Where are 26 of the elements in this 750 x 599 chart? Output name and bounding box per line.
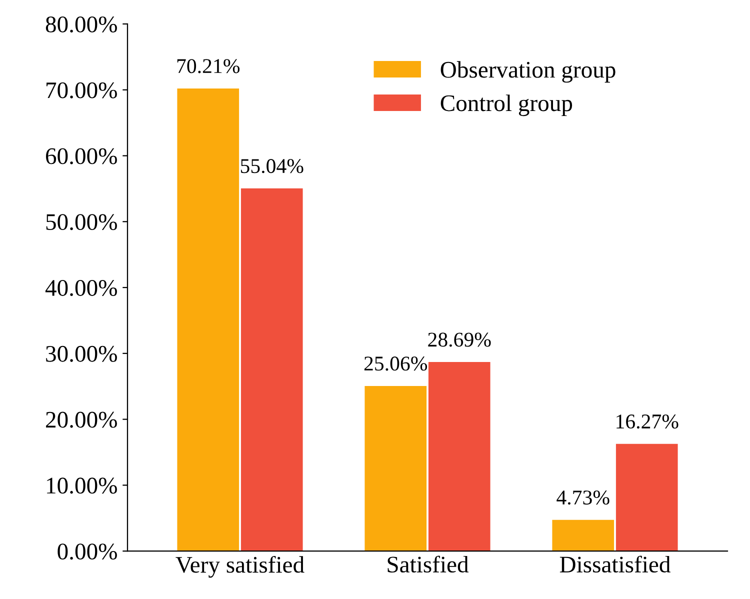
bar <box>616 444 678 552</box>
y-tick-label: 30.00% <box>46 346 117 362</box>
y-tick-label: 20.00% <box>46 412 117 428</box>
bar <box>552 520 614 552</box>
y-tick-label: 50.00% <box>46 214 117 230</box>
y-tick-label: 40.00% <box>45 280 117 296</box>
legend-label: Observation group <box>440 61 616 83</box>
data-label: 55.04% <box>240 159 304 174</box>
bar <box>428 362 490 552</box>
bar <box>364 386 427 552</box>
data-label: 25.06% <box>364 356 428 371</box>
y-tick-label: 10.00% <box>47 478 117 494</box>
legend-label: Control group <box>440 94 572 116</box>
y-tick-label: 60.00% <box>46 148 117 164</box>
bar <box>240 188 303 552</box>
y-tick-label: 70.00% <box>46 82 117 98</box>
x-tick-label: Very satisfied <box>176 556 304 578</box>
y-tick-label: 80.00% <box>46 16 117 32</box>
y-tick-label: 0.00% <box>58 544 117 560</box>
data-label: 4.73% <box>556 490 610 505</box>
data-label: 28.69% <box>428 332 491 347</box>
data-label: 70.21% <box>177 59 240 74</box>
data-label: 16.27% <box>616 414 678 429</box>
bar <box>177 88 240 552</box>
x-tick-label: Dissatisfied <box>560 556 670 573</box>
x-tick-label: Satisfied <box>388 556 469 573</box>
